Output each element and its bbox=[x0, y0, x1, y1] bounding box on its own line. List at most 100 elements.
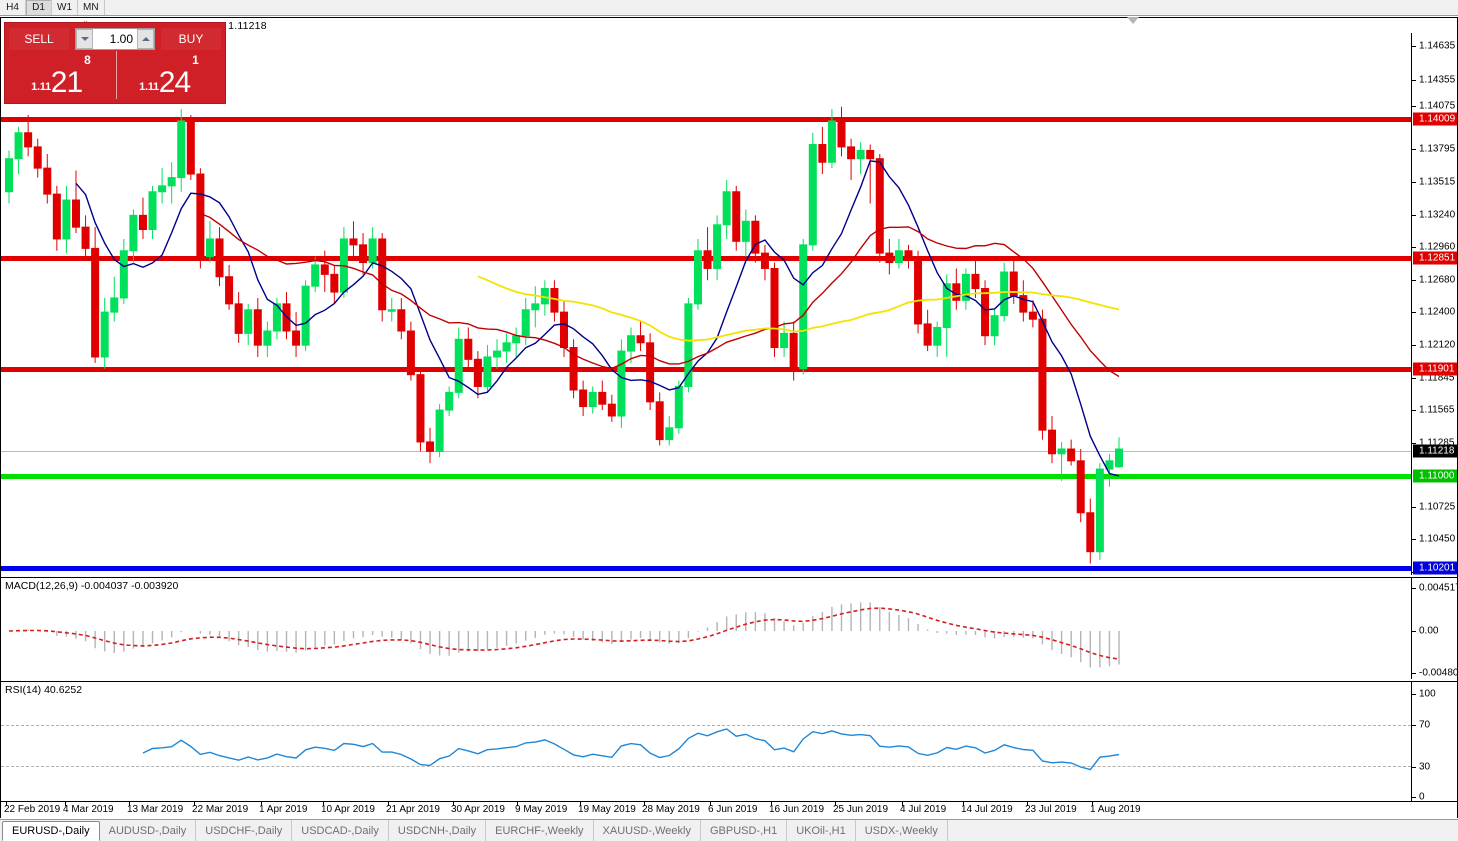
rsi-band-70 bbox=[1, 724, 1411, 726]
price-axis-tick bbox=[1412, 182, 1416, 183]
price-axis-tick bbox=[1412, 410, 1416, 411]
price-axis-label: 1.10450 bbox=[1419, 533, 1456, 545]
price-axis-label: 1.11845 bbox=[1419, 372, 1455, 384]
chart-tab-eurusddaily[interactable]: EURUSD-,Daily bbox=[2, 821, 100, 841]
timeframe-button-mn[interactable]: MN bbox=[78, 0, 105, 15]
rsi-band-30 bbox=[1, 766, 1411, 768]
toolbar-empty-area bbox=[104, 0, 1458, 15]
buy-price-big: 24 bbox=[158, 66, 191, 99]
rsi-series bbox=[142, 728, 1120, 771]
buy-price-cell[interactable]: 1.11 24 1 bbox=[116, 51, 221, 99]
time-axis-tick bbox=[580, 802, 581, 806]
chart-tab-usdchfdaily[interactable]: USDCHF-,Daily bbox=[196, 820, 293, 841]
price-axis-tick bbox=[1412, 312, 1416, 313]
price-pane: 1.14635 1.14355 1.14075 1.13795 1.13515 1.132… bbox=[1, 33, 1457, 578]
sell-price-big: 21 bbox=[50, 66, 83, 99]
sell-price-cell[interactable]: 1.11 21 8 bbox=[9, 51, 113, 99]
time-axis-tick bbox=[65, 802, 66, 806]
price-axis-tick bbox=[1412, 539, 1416, 540]
macd-pane: MACD(12,26,9) -0.004037 -0.003920 0.0045… bbox=[1, 577, 1458, 679]
volume-increment-button[interactable] bbox=[137, 28, 154, 49]
price-axis-label: 1.12680 bbox=[1419, 274, 1456, 286]
chart-tab-usdcaddaily[interactable]: USDCAD-,Daily bbox=[292, 820, 389, 841]
price-axis-label: 1.12400 bbox=[1419, 306, 1456, 318]
price-scale-axis[interactable]: 1.14635 1.14355 1.14075 1.13795 1.13515 1.132… bbox=[1411, 33, 1457, 578]
chart-tab-audusddaily[interactable]: AUDUSD-,Daily bbox=[100, 820, 197, 841]
time-axis-label: 13 Mar 2019 bbox=[127, 804, 184, 815]
price-axis-badge-black: 1.11218 bbox=[1413, 444, 1457, 458]
timeframe-button-w1[interactable]: W1 bbox=[52, 0, 78, 15]
sell-price-fraction: 8 bbox=[84, 53, 91, 67]
time-axis-tick bbox=[963, 802, 964, 806]
time-axis-label: 16 Jun 2019 bbox=[769, 804, 825, 815]
rsi-plot-area[interactable] bbox=[1, 682, 1411, 801]
time-scale-axis[interactable]: 22 Feb 2019 4 Mar 2019 13 Mar 2019 22 Mar 2… bbox=[1, 801, 1457, 818]
rsi-axis-label: 100 bbox=[1419, 688, 1436, 700]
price-axis-badge-red: 1.11901 bbox=[1413, 362, 1457, 376]
macd-plot-area[interactable] bbox=[1, 578, 1411, 679]
macd-axis-tick bbox=[1412, 588, 1416, 589]
price-axis-tick bbox=[1412, 149, 1416, 150]
time-axis-label: 28 May 2019 bbox=[642, 804, 700, 815]
rsi-indicator-label: RSI(14) 40.6252 bbox=[5, 684, 83, 696]
timeframe-button-d1[interactable]: D1 bbox=[26, 0, 52, 15]
timeframe-toolbar: H4 D1 W1 MN bbox=[0, 0, 1458, 16]
price-axis-label: 1.14355 bbox=[1419, 74, 1456, 86]
chart-tab-xauusdweekly[interactable]: XAUUSD-,Weekly bbox=[594, 820, 701, 841]
time-axis-tick bbox=[453, 802, 454, 806]
rsi-axis-tick bbox=[1412, 694, 1416, 695]
price-axis-tick bbox=[1412, 378, 1416, 379]
time-axis-label: 10 Apr 2019 bbox=[321, 804, 375, 815]
time-axis-tick bbox=[710, 802, 711, 806]
volume-input[interactable]: 1.00 bbox=[75, 27, 155, 50]
rsi-scale-axis[interactable]: 100 70 30 0 bbox=[1411, 682, 1457, 803]
sell-price-prefix: 1.11 bbox=[31, 81, 51, 93]
price-axis-label: 1.13795 bbox=[1419, 143, 1456, 155]
macd-series bbox=[8, 602, 1120, 668]
chart-tab-eurchfweekly[interactable]: EURCHF-,Weekly bbox=[486, 820, 594, 841]
level-line-support-1[interactable] bbox=[1, 474, 1411, 479]
rsi-axis-tick bbox=[1412, 767, 1416, 768]
level-line-resistance-1[interactable] bbox=[1, 117, 1411, 122]
buy-price-prefix: 1.11 bbox=[139, 81, 159, 93]
chart-tab-ukoilh1[interactable]: UKOil-,H1 bbox=[787, 820, 856, 841]
caret-up-icon bbox=[141, 36, 150, 41]
price-axis-label: 1.14075 bbox=[1419, 100, 1456, 112]
time-axis-tick bbox=[323, 802, 324, 806]
buy-button[interactable]: BUY bbox=[161, 27, 221, 50]
time-axis-label: 21 Apr 2019 bbox=[386, 804, 440, 815]
price-plot-area[interactable] bbox=[1, 33, 1411, 575]
time-axis-tick bbox=[1092, 802, 1093, 806]
one-click-trading-panel: SELL 1.00 BUY 1.11 21 8 1.11 24 1 bbox=[4, 22, 226, 104]
price-axis-tick bbox=[1412, 80, 1416, 81]
volume-decrement-button[interactable] bbox=[76, 28, 93, 49]
macd-axis-tick bbox=[1412, 631, 1416, 632]
level-line-current-price[interactable] bbox=[1, 451, 1411, 452]
chart-tab-usdcnhdaily[interactable]: USDCNH-,Daily bbox=[389, 820, 487, 841]
rsi-axis-label: 70 bbox=[1419, 719, 1431, 731]
rsi-axis-tick bbox=[1412, 797, 1416, 798]
price-axis-label: 1.13240 bbox=[1419, 209, 1456, 221]
chart-tab-usdxweekly[interactable]: USDX-,Weekly bbox=[856, 820, 948, 841]
macd-scale-axis[interactable]: 0.004517 0.00 -0.00480 bbox=[1411, 578, 1458, 679]
sell-button[interactable]: SELL bbox=[9, 27, 69, 50]
price-axis-tick bbox=[1412, 345, 1416, 346]
macd-axis-label: 0.00 bbox=[1419, 625, 1439, 637]
price-axis-badge-blue: 1.10201 bbox=[1413, 561, 1457, 575]
time-axis-tick bbox=[194, 802, 195, 806]
level-line-resistance-3[interactable] bbox=[1, 367, 1411, 372]
chart-window: EURUSD-,Daily 1.11065 1.11317 1.11056 1.… bbox=[0, 17, 1458, 818]
price-axis-tick bbox=[1412, 443, 1416, 444]
timeframe-button-h4[interactable]: H4 bbox=[0, 0, 26, 15]
time-axis-tick bbox=[835, 802, 836, 806]
price-axis-label: 1.11565 bbox=[1419, 404, 1455, 416]
time-axis-label: 6 Jun 2019 bbox=[708, 804, 758, 815]
candlestick-series bbox=[5, 106, 1123, 564]
rsi-axis-label: 0 bbox=[1419, 791, 1425, 803]
price-axis-label: 1.12960 bbox=[1419, 241, 1456, 253]
level-line-support-2[interactable] bbox=[1, 566, 1411, 571]
price-axis-label: 1.11285 bbox=[1419, 437, 1455, 449]
price-axis-label: 1.12120 bbox=[1419, 339, 1456, 351]
chart-tab-gbpusdh1[interactable]: GBPUSD-,H1 bbox=[701, 820, 788, 841]
